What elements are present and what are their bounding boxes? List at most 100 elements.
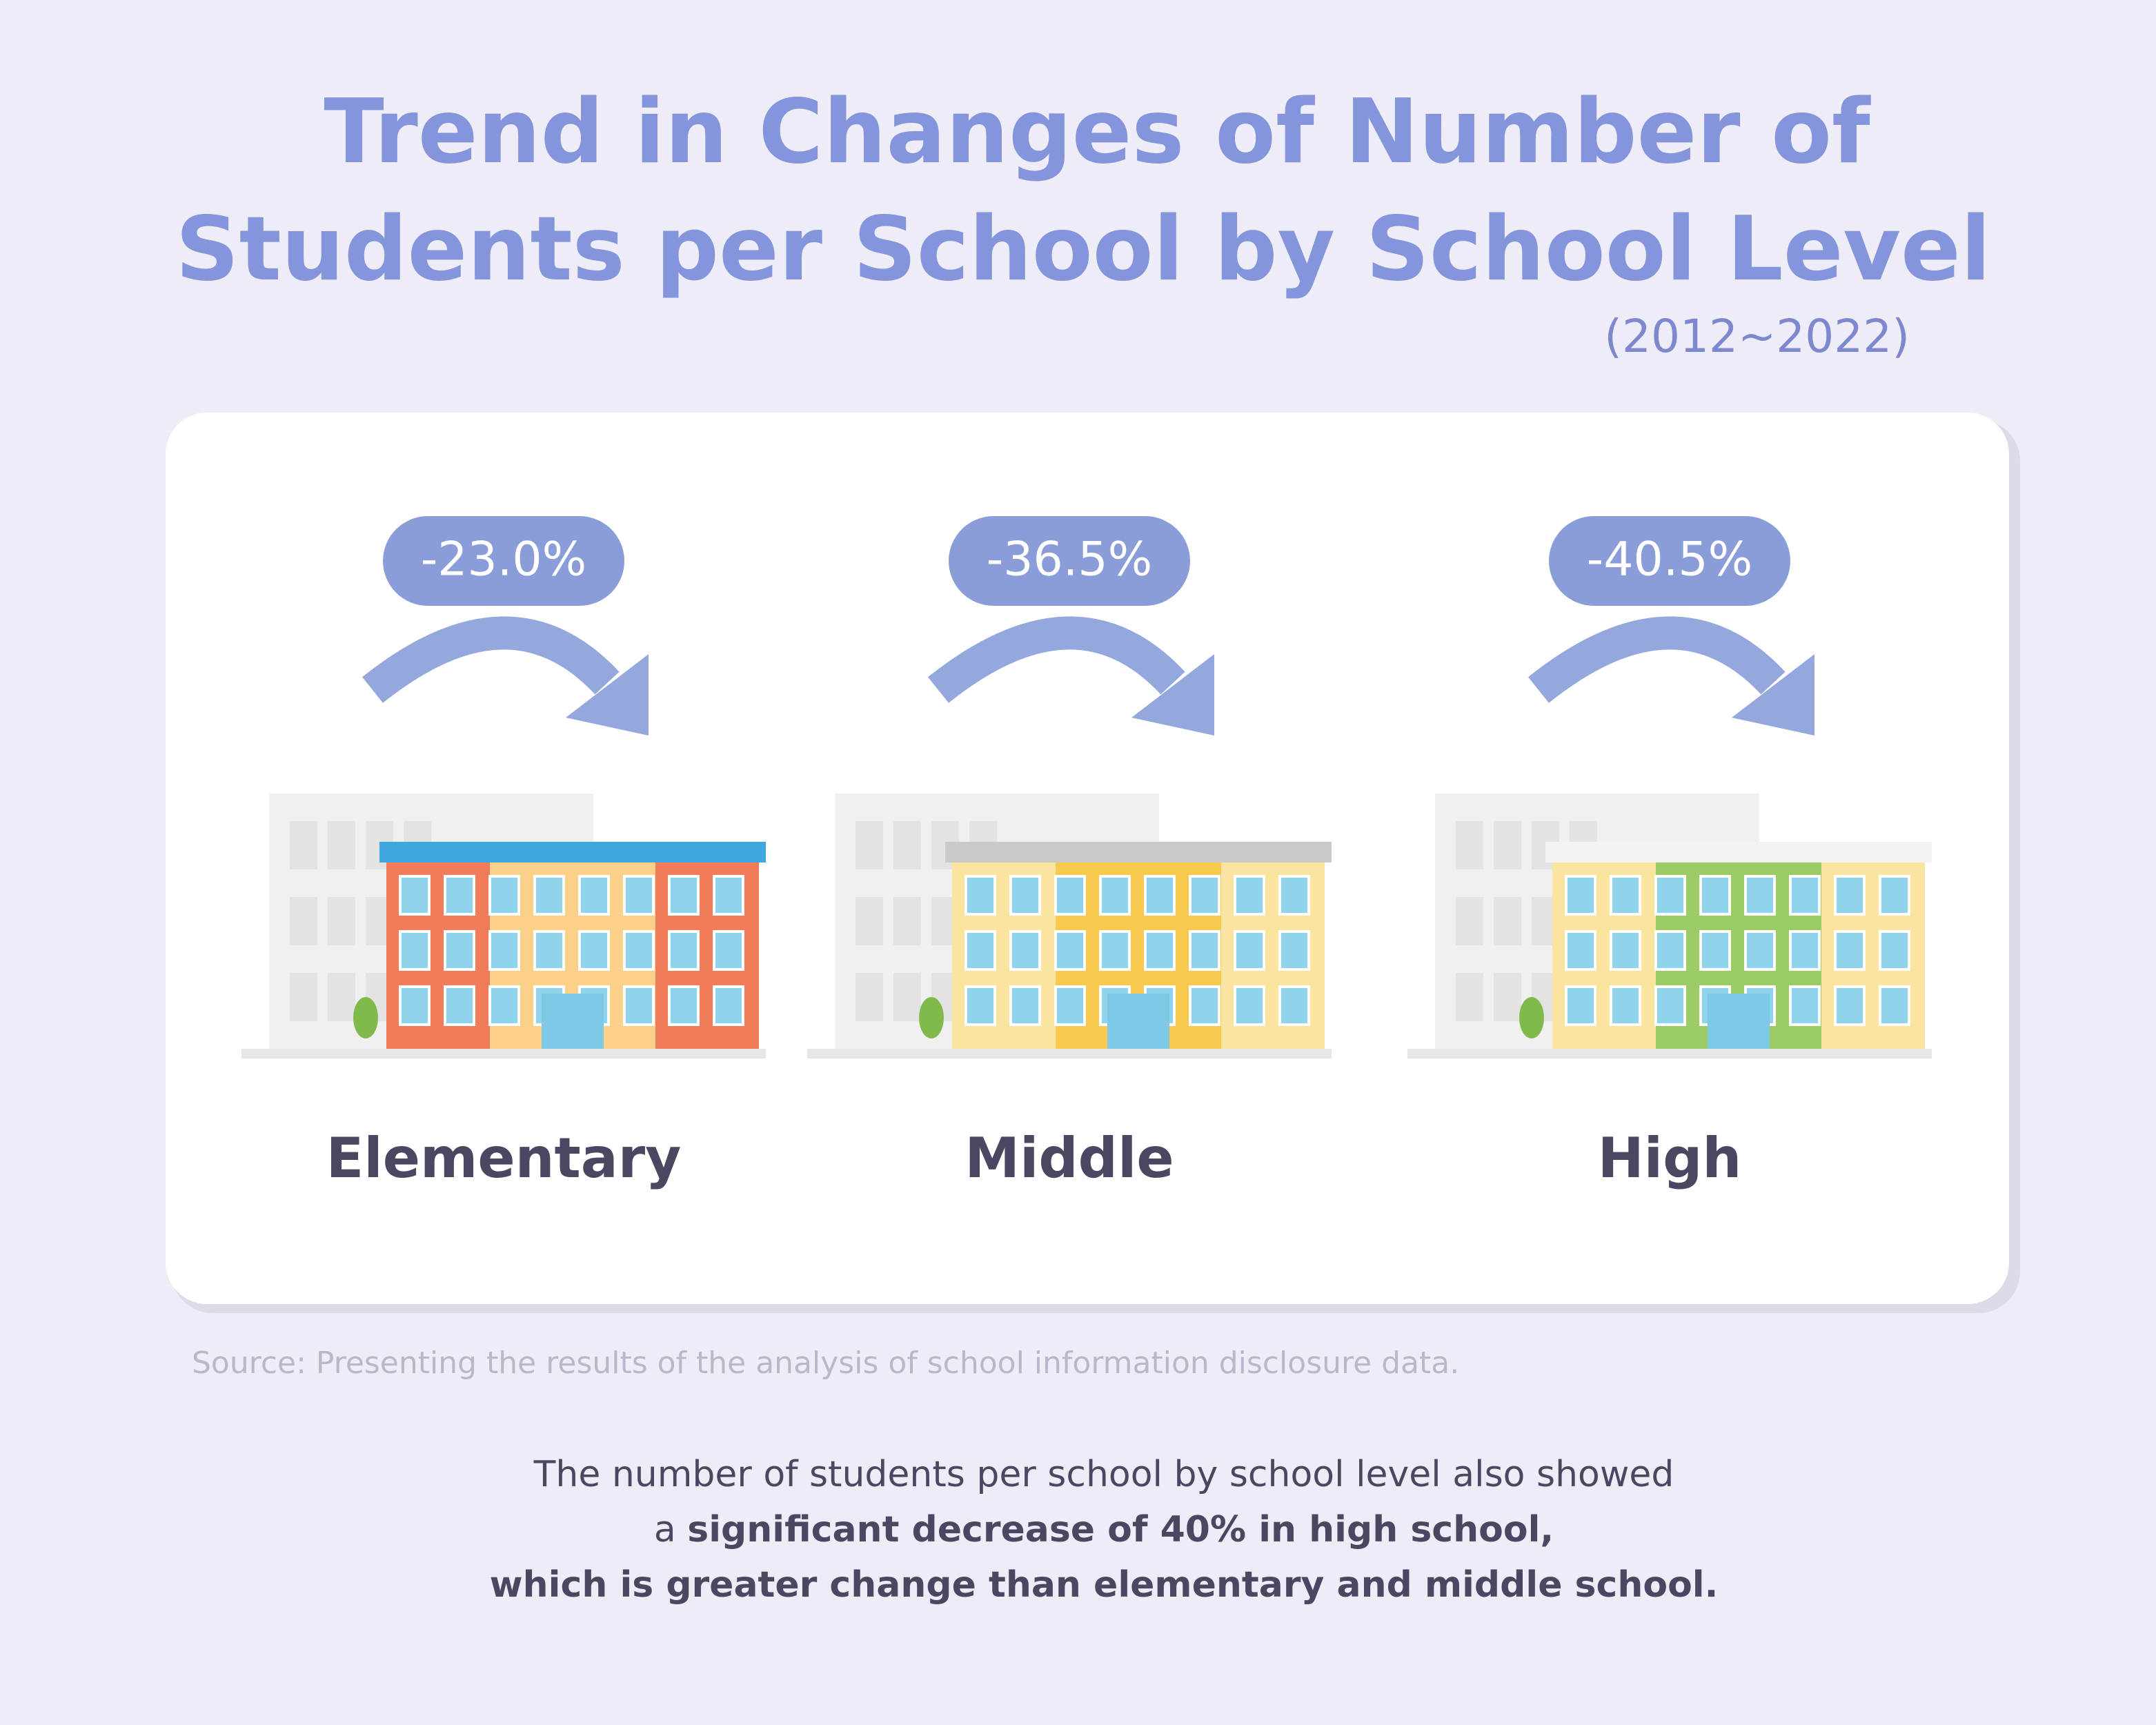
window xyxy=(713,985,744,1026)
summary-run: significant decrease of 40% in high scho… xyxy=(687,1509,1554,1550)
window xyxy=(1744,930,1776,971)
school-level: Elementary xyxy=(326,1126,682,1190)
window xyxy=(713,930,744,971)
window xyxy=(1654,875,1686,916)
source: Source: Presenting the results of the an… xyxy=(192,1346,1459,1381)
summary-run: a xyxy=(654,1509,687,1550)
window xyxy=(1879,875,1910,916)
window xyxy=(965,985,996,1026)
window xyxy=(488,930,520,971)
window xyxy=(1278,930,1310,971)
arrow xyxy=(928,616,1185,703)
window xyxy=(1610,985,1641,1026)
window xyxy=(1234,875,1265,916)
school-level: High xyxy=(1598,1126,1742,1190)
window xyxy=(623,985,655,1026)
title-line: Students per School by School Level xyxy=(175,198,1990,301)
window xyxy=(1144,930,1176,971)
window xyxy=(578,930,610,971)
arrow xyxy=(362,616,620,703)
window xyxy=(1054,985,1086,1026)
item: -23.0% Elementary xyxy=(241,516,766,1190)
item: -36.5% Middle xyxy=(807,516,1332,1190)
window-shadow xyxy=(290,973,317,1021)
window xyxy=(713,875,744,916)
arrow-head xyxy=(1131,654,1214,736)
window-shadow xyxy=(290,821,317,869)
window xyxy=(533,930,565,971)
window xyxy=(668,930,700,971)
window xyxy=(1879,985,1910,1026)
window xyxy=(488,985,520,1026)
window xyxy=(1744,875,1776,916)
summary-run: which is greater change than elementary … xyxy=(490,1564,1719,1606)
ground xyxy=(1407,1049,1932,1058)
window-shadow xyxy=(1456,897,1483,945)
window xyxy=(668,875,700,916)
window-shadow xyxy=(856,973,883,1021)
window xyxy=(1189,875,1220,916)
window xyxy=(444,930,475,971)
window xyxy=(1610,875,1641,916)
window xyxy=(1789,985,1821,1026)
window xyxy=(1879,930,1910,971)
window xyxy=(1144,875,1176,916)
window xyxy=(578,875,610,916)
window-shadow xyxy=(1494,821,1521,869)
building-roof xyxy=(1545,842,1932,862)
window xyxy=(1834,985,1866,1026)
window xyxy=(1234,930,1265,971)
change-label: -40.5% xyxy=(1587,533,1753,587)
period: (2012~2022) xyxy=(1604,310,1910,363)
window xyxy=(1054,930,1086,971)
door xyxy=(1107,994,1169,1049)
window-shadow xyxy=(328,821,355,869)
tree xyxy=(1519,997,1544,1038)
window xyxy=(1789,930,1821,971)
change-label: -23.0% xyxy=(421,533,587,587)
tree xyxy=(919,997,944,1038)
window xyxy=(444,985,475,1026)
window xyxy=(1654,930,1686,971)
window xyxy=(1009,985,1041,1026)
arrow-head xyxy=(566,654,649,736)
window-shadow xyxy=(328,973,355,1021)
window-shadow xyxy=(856,821,883,869)
change-pill xyxy=(949,516,1190,606)
window xyxy=(533,875,565,916)
window xyxy=(399,875,431,916)
window-shadow xyxy=(1456,973,1483,1021)
window xyxy=(1834,875,1866,916)
window xyxy=(965,875,996,916)
window-shadow xyxy=(856,897,883,945)
arrow xyxy=(1528,616,1786,703)
item: -40.5% High xyxy=(1407,516,1932,1190)
window-shadow xyxy=(1456,821,1483,869)
window xyxy=(623,875,655,916)
window xyxy=(1099,930,1131,971)
window-shadow xyxy=(893,821,921,869)
items: -23.0% Elementary -36.5% Middle -40.5% High xyxy=(241,516,1932,1190)
window xyxy=(1654,985,1686,1026)
window xyxy=(1054,875,1086,916)
building-roof xyxy=(379,842,766,862)
title-line: Trend in Changes of Number of xyxy=(324,81,1871,184)
arrow-head xyxy=(1732,654,1814,736)
window xyxy=(444,875,475,916)
door xyxy=(542,994,604,1049)
window xyxy=(1834,930,1866,971)
change-label: -36.5% xyxy=(987,533,1153,587)
window xyxy=(1099,875,1131,916)
window xyxy=(399,930,431,971)
door xyxy=(1708,994,1770,1049)
window xyxy=(488,875,520,916)
window xyxy=(1610,930,1641,971)
window xyxy=(1278,985,1310,1026)
change-pill xyxy=(1549,516,1790,606)
window xyxy=(1789,875,1821,916)
window-shadow xyxy=(893,897,921,945)
window-shadow xyxy=(893,973,921,1021)
summary: The number of students per school by sch… xyxy=(490,1454,1719,1606)
